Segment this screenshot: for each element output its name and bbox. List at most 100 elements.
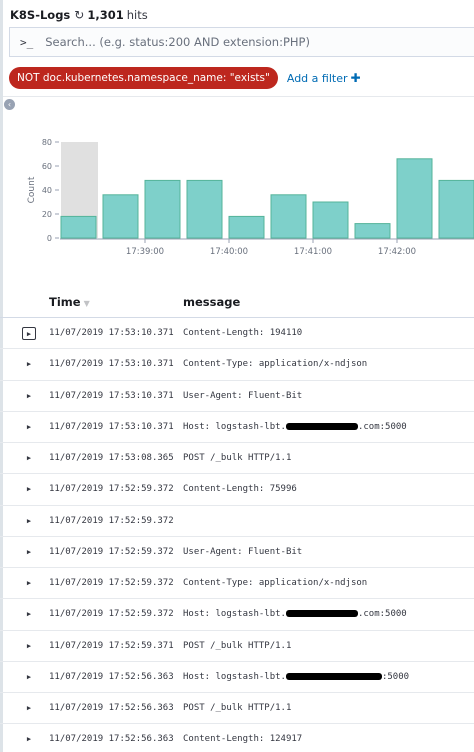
column-header-time-label: Time: [49, 295, 81, 309]
row-message: Content-Length: 194110: [183, 328, 303, 338]
table-row[interactable]: ▶ 11/07/2019 17:52:56.363 Content-Length: …: [0, 724, 474, 752]
column-header-time[interactable]: Time ▼: [49, 295, 90, 309]
y-tick-label: 60: [42, 162, 52, 171]
row-message-suffix: :5000: [381, 671, 410, 682]
expand-row-icon[interactable]: ▶: [26, 485, 32, 494]
row-time: 11/07/2019 17:53:10.371: [49, 421, 174, 432]
row-time: 11/07/2019 17:52:56.363: [49, 703, 174, 713]
row-message-suffix: .com:5000: [357, 609, 407, 620]
terminal-prompt-icon: >_: [20, 35, 34, 49]
histogram-bar: [354, 223, 391, 239]
table-row[interactable]: ▶ 11/07/2019 17:53:08.365 POST /_bulk HTTP…: [0, 443, 474, 475]
add-filter-label: Add a filter: [286, 71, 348, 85]
expand-row-icon[interactable]: ▶: [26, 547, 32, 556]
refresh-icon[interactable]: ↻: [74, 8, 85, 22]
redaction-block: [285, 610, 358, 618]
table-row[interactable]: ▶ 11/07/2019 17:53:10.371 Host: logstash-l…: [0, 412, 474, 443]
histogram[interactable]: Count 80 60 40 20 0 17:39:00 17:40:00 17:41:00 17…: [0, 130, 474, 270]
expand-row-icon[interactable]: ▶: [22, 327, 36, 340]
histogram-bar: [102, 194, 139, 239]
hits-count: 1,301: [87, 8, 124, 22]
expand-row-icon[interactable]: ▶: [26, 391, 32, 400]
row-time: 11/07/2019 17:52:59.372: [49, 546, 174, 557]
row-time: 11/07/2019 17:52:59.372: [49, 515, 174, 526]
expand-row-icon[interactable]: ▶: [26, 735, 32, 744]
table-header: Time ▼ message: [0, 290, 474, 318]
row-message: Host: logstash-lbt. .com:5000: [183, 609, 407, 619]
y-tick-label: 0: [47, 234, 52, 243]
expand-row-icon[interactable]: ▶: [26, 454, 32, 462]
redaction-block: [285, 422, 358, 430]
table-row[interactable]: ▶ 11/07/2019 17:52:59.372 Content-Length: …: [0, 474, 474, 506]
table-row[interactable]: ▶ 11/07/2019 17:52:59.372 Host: logstash-l…: [0, 599, 474, 631]
histogram-bar: [312, 201, 349, 239]
filter-bar: NOT doc.kubernetes.namespace_name: "exis…: [9, 66, 361, 90]
histogram-svg: Count 80 60 40 20 0 17:39:00 17:40:00 17:41:00 17…: [27, 138, 474, 257]
row-message: Content-Type: application/x-ndjson: [183, 359, 368, 370]
x-tick-label: 17:41:00: [294, 247, 332, 257]
row-time: 11/07/2019 17:52:59.372: [49, 609, 174, 620]
table-row[interactable]: ▶ 11/07/2019 17:52:59.372 Content-Type: ap…: [0, 568, 474, 600]
histogram-bar: [396, 158, 433, 239]
y-tick-label: 80: [42, 138, 52, 147]
expand-row-icon[interactable]: ▶: [26, 360, 32, 369]
header: K8S-Logs ↻ 1,301 hits: [10, 5, 148, 25]
row-message: POST /_bulk HTTP/1.1: [183, 640, 292, 651]
table-row[interactable]: ▶ 11/07/2019 17:52:56.363 POST /_bulk HTTP…: [0, 693, 474, 725]
histogram-bar: [270, 194, 307, 239]
column-header-message: message: [183, 295, 241, 309]
y-tick-label: 20: [42, 210, 52, 219]
y-tick-label: 40: [42, 186, 52, 195]
left-border: [0, 0, 3, 752]
row-message-suffix: .com:5000: [357, 421, 407, 432]
x-tick-label: 17:40:00: [210, 247, 248, 257]
row-time: 11/07/2019 17:52:59.372: [49, 484, 174, 495]
search-bar[interactable]: >_: [9, 27, 474, 57]
expand-row-icon[interactable]: ▶: [26, 610, 32, 619]
row-time: 11/07/2019 17:53:10.371: [49, 359, 174, 370]
x-tick-label: 17:39:00: [126, 247, 164, 257]
index-name: K8S-Logs: [10, 8, 71, 22]
document-table: ▶ 11/07/2019 17:53:10.371 Content-Length: …: [0, 318, 474, 752]
plus-icon: ✚: [350, 71, 361, 85]
row-message-prefix: Host: logstash-lbt.: [183, 609, 286, 620]
expand-row-icon[interactable]: ▶: [26, 672, 32, 681]
row-message: Host: logstash-lbt.:5000: [183, 672, 409, 682]
filter-pill[interactable]: NOT doc.kubernetes.namespace_name: "exis…: [9, 67, 278, 89]
row-message: User-Agent: Fluent-Bit: [183, 546, 303, 557]
expand-row-icon[interactable]: ▶: [26, 579, 32, 587]
row-time: 11/07/2019 17:53:08.365: [49, 453, 174, 463]
row-message: POST /_bulk HTTP/1.1: [183, 453, 292, 463]
row-message: POST /_bulk HTTP/1.1: [183, 703, 292, 713]
search-input[interactable]: [45, 35, 446, 49]
expand-row-icon[interactable]: ▶: [26, 422, 32, 431]
expand-row-icon[interactable]: ▶: [26, 516, 32, 525]
row-time: 11/07/2019 17:52:56.363: [49, 671, 174, 682]
x-tick-label: 17:42:00: [378, 247, 416, 257]
row-message: Content-Length: 75996: [183, 484, 297, 495]
histogram-bar: [60, 215, 97, 239]
row-message: Host: logstash-lbt. .com:5000: [183, 422, 407, 432]
table-row[interactable]: ▶ 11/07/2019 17:53:10.371 User-Agent: Flue…: [0, 381, 474, 412]
collapse-chevron-icon[interactable]: ‹: [4, 99, 15, 110]
table-row[interactable]: ▶ 11/07/2019 17:53:10.371 Content-Type: ap…: [0, 349, 474, 381]
hits-label: hits: [126, 8, 148, 22]
row-time: 11/07/2019 17:52:56.363: [49, 734, 174, 745]
histogram-bar: [228, 215, 265, 239]
table-row[interactable]: ▶ 11/07/2019 17:53:10.371 Content-Length: …: [0, 318, 474, 350]
table-row[interactable]: ▶ 11/07/2019 17:52:56.363 Host: logstash-l…: [0, 662, 474, 693]
table-row[interactable]: ▶ 11/07/2019 17:52:59.372: [0, 506, 474, 537]
row-time: 11/07/2019 17:52:59.372: [49, 578, 174, 588]
expand-row-icon[interactable]: ▶: [26, 641, 32, 650]
expand-row-icon[interactable]: ▶: [26, 704, 32, 712]
table-row[interactable]: ▶ 11/07/2019 17:52:59.371 POST /_bulk HTTP…: [0, 631, 474, 662]
row-message: User-Agent: Fluent-Bit: [183, 390, 303, 401]
y-axis-label: Count: [27, 176, 37, 203]
table-row[interactable]: ▶ 11/07/2019 17:52:59.372 User-Agent: Flue…: [0, 537, 474, 568]
histogram-bar: [186, 179, 223, 239]
row-message: Content-Type: application/x-ndjson: [183, 578, 368, 588]
redaction-block: [285, 672, 382, 680]
sort-icon[interactable]: ▼: [83, 299, 90, 308]
add-filter-button[interactable]: Add a filter ✚: [287, 71, 361, 85]
row-message: Content-Length: 124917: [183, 734, 303, 745]
